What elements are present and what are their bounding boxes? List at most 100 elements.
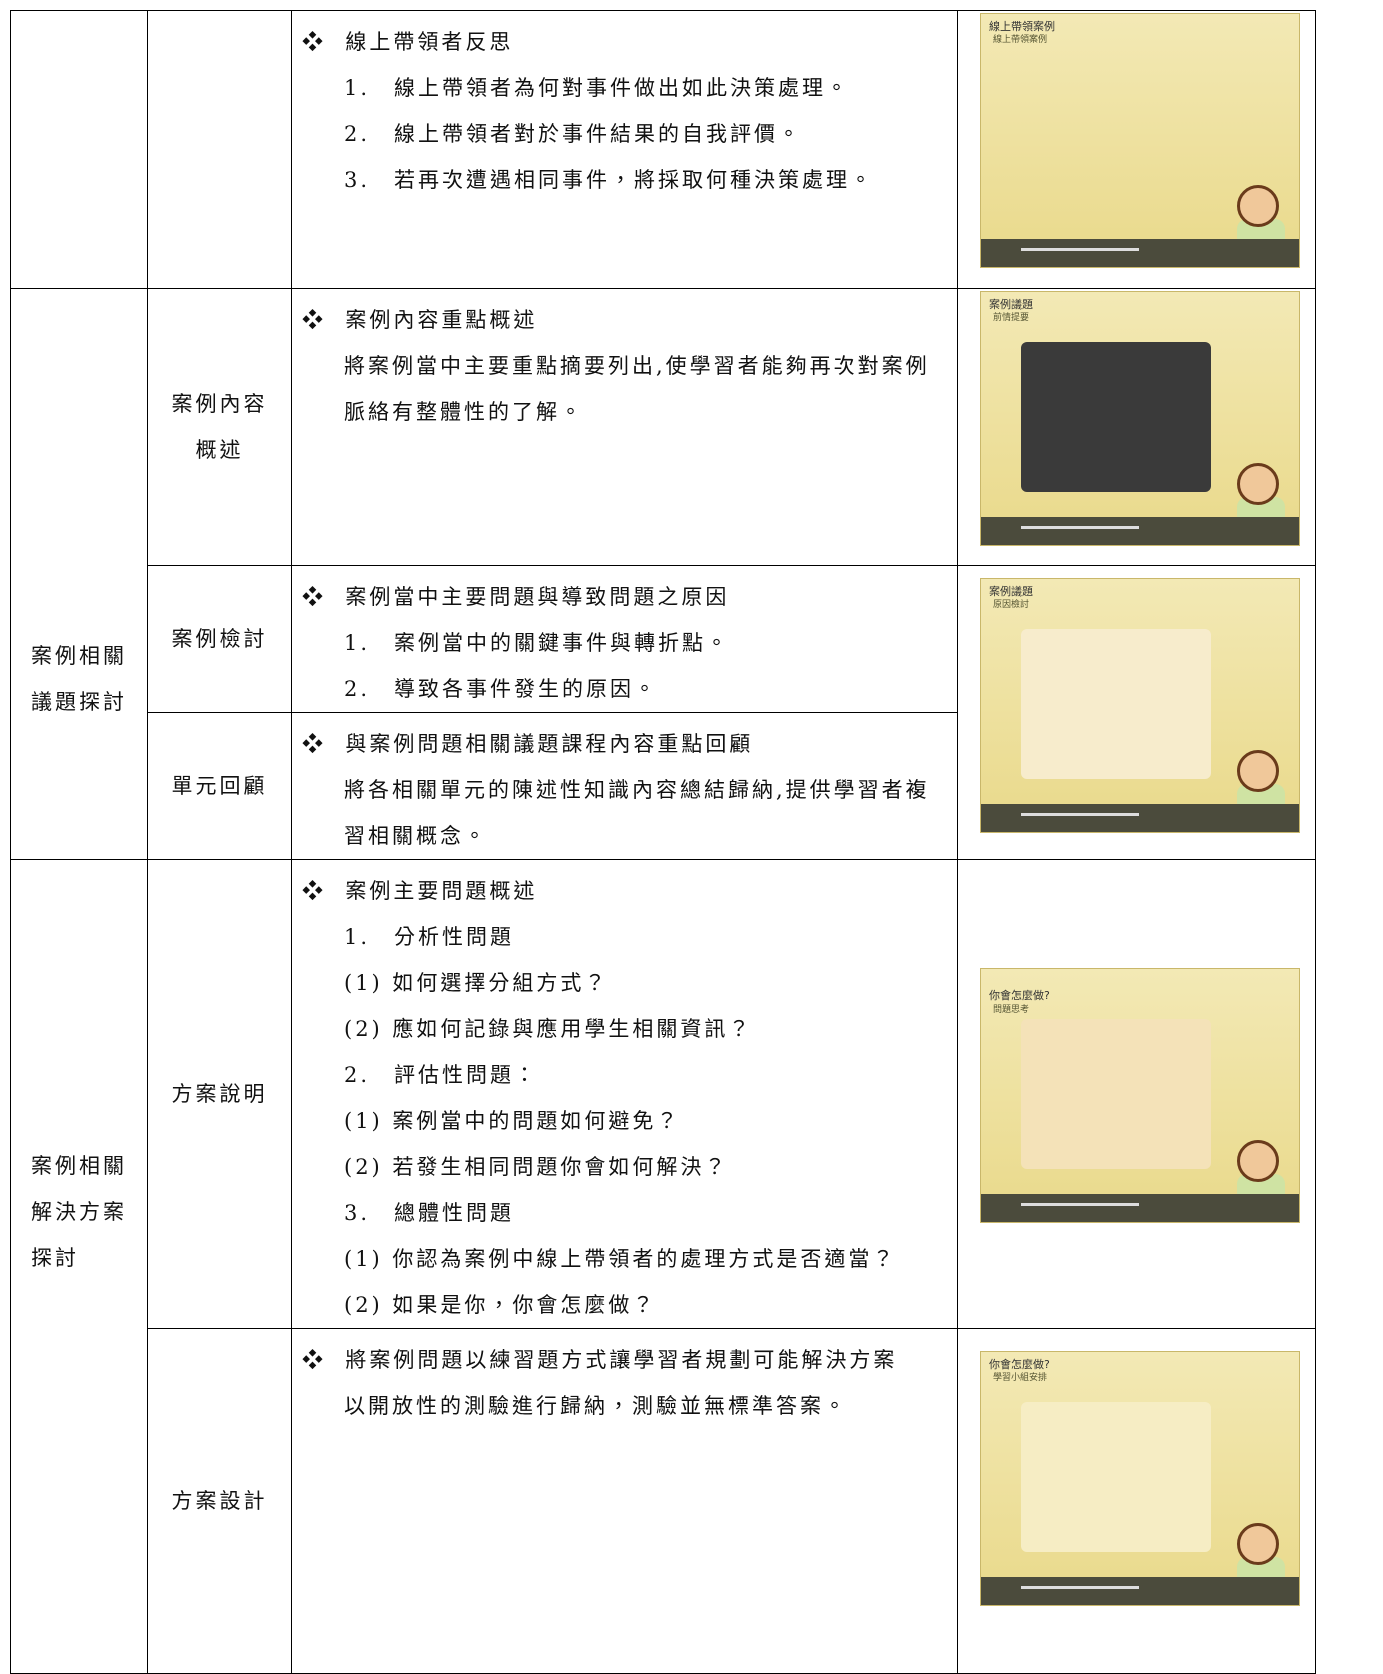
list-item: 2. 導致各事件發生的原因。	[302, 666, 947, 712]
heading: 將案例問題以練習題方式讓學習者規劃可能解決方案	[345, 1348, 898, 1372]
list-item: 2. 評估性問題：	[302, 1052, 947, 1098]
content-cell: ❖ 線上帶領者反思 1. 線上帶領者為何對事件做出如此決策處理。 2. 線上帶領者對於事…	[291, 10, 958, 289]
sub-item: (2) 若發生相同問題你會如何解決？	[344, 1155, 729, 1179]
content: ❖ 案例當中主要問題與導致問題之原因 1. 案例當中的關鍵事件與轉折點。 2. 導致各事…	[292, 566, 957, 712]
thumb-title: 線上帶領案例	[989, 20, 1055, 33]
heading: 案例當中主要問題與導致問題之原因	[345, 585, 730, 609]
content: ❖ 與案例問題相關議題課程內容重點回顧將各相關單元的陳述性知識內容總結歸納,提供…	[292, 713, 957, 859]
thumb-panel	[1021, 1018, 1211, 1169]
item-text: 線上帶領者對於事件結果的自我評價。	[394, 122, 802, 146]
row: 案例檢討 ❖ 案例當中主要問題與導致問題之原因 1. 案例當中的關鍵事件與轉折點。 2…	[11, 565, 1316, 860]
section-cell: 案例內容概述	[147, 288, 292, 566]
thumb-subtitle: 學習小組安排	[993, 1373, 1048, 1383]
section-label: 案例檢討	[171, 627, 268, 651]
thumbnail: 案例議題 原因檢討	[980, 578, 1300, 833]
thumb-progress	[1021, 813, 1139, 816]
group-label: 案例相關解決方案探討	[31, 1153, 127, 1270]
paragraph: 以開放性的測驗進行歸納，測驗並無標準答案。	[344, 1394, 848, 1418]
thumbnail: 線上帶領案例 線上帶領案例	[980, 13, 1300, 268]
list-item: (2) 若發生相同問題你會如何解決？	[302, 1144, 947, 1190]
heading-line: ❖ 案例當中主要問題與導致問題之原因	[302, 574, 947, 620]
sub-item: (2) 應如何記錄與應用學生相關資訊？	[344, 1017, 753, 1041]
thumbnail: 案例議題 前情提要	[980, 291, 1300, 546]
list-item: 3. 總體性問題	[302, 1190, 947, 1236]
thumbnail: 你會怎麼做? 問題思考	[980, 967, 1300, 1223]
item-text: 總體性問題	[394, 1201, 514, 1225]
thumb-title: 你會怎麼做?	[989, 1358, 1050, 1371]
item-number: 2.	[344, 677, 371, 701]
thumb-title: 案例議題	[989, 298, 1033, 311]
thumb-cell: 你會怎麼做? 問題思考	[957, 859, 1316, 1329]
thumb-subtitle: 問題思考	[993, 1004, 1030, 1015]
sub-item: (1) 如何選擇分組方式？	[344, 971, 609, 995]
list-item: (1) 如何選擇分組方式？	[302, 960, 947, 1006]
bullet-icon: ❖	[302, 30, 346, 54]
item-text: 分析性問題	[394, 925, 514, 949]
row: 案例相關議題探討 案例內容概述 ❖ 案例內容重點概述將案例當中主要重點摘要列出,…	[10, 288, 1316, 860]
group-cell: 案例相關解決方案探討	[10, 859, 148, 1674]
bullet-icon: ❖	[302, 1348, 346, 1372]
list-item: 1. 線上帶領者為何對事件做出如此決策處理。	[302, 65, 947, 111]
paragraph: 將各相關單元的陳述性知識內容總結歸納,提供學習者複習相關概念。	[344, 778, 930, 848]
content-cell: ❖ 將案例問題以練習題方式讓學習者規劃可能解決方案 以開放性的測驗進行歸納，測驗並…	[291, 1328, 958, 1674]
list-item: 3. 若再次遭遇相同事件，將採取何種決策處理。	[302, 157, 947, 203]
thumb-control-bar	[981, 239, 1299, 267]
section-cell: 單元回顧	[147, 712, 292, 860]
thumb-subtitle: 原因檢討	[993, 600, 1030, 610]
thumbnail: 你會怎麼做? 學習小組安排	[980, 1351, 1300, 1606]
item-number: 1.	[344, 925, 371, 949]
thumb-progress	[1021, 248, 1139, 251]
content-cell: ❖ 與案例問題相關議題課程內容重點回顧將各相關單元的陳述性知識內容總結歸納,提供…	[291, 712, 958, 860]
thumb-figure	[1237, 463, 1279, 505]
paragraph: 將案例當中主要重點摘要列出,使學習者能夠再次對案例脈絡有整體性的了解。	[344, 354, 930, 424]
thumb-cell: 你會怎麼做? 學習小組安排	[957, 1328, 1316, 1674]
item-number: 3.	[344, 1201, 371, 1225]
item-number: 1.	[344, 631, 371, 655]
section-label: 方案設計	[171, 1489, 268, 1513]
heading: 線上帶領者反思	[345, 30, 514, 54]
list-item: (2) 應如何記錄與應用學生相關資訊？	[302, 1006, 947, 1052]
list-item: 1. 案例當中的關鍵事件與轉折點。	[302, 620, 947, 666]
cell	[10, 10, 148, 289]
item-number: 2.	[344, 1063, 371, 1087]
heading: 案例主要問題概述	[345, 879, 538, 903]
heading-line: ❖ 與案例問題相關議題課程內容重點回顧	[302, 721, 947, 767]
row: 案例相關解決方案探討 方案說明 ❖ 案例主要問題概述 1. 分析性問題 (1) 如何選…	[10, 859, 1316, 1674]
sub-item: (1) 你認為案例中線上帶領者的處理方式是否適當？	[344, 1247, 897, 1271]
item-number: 2.	[344, 122, 371, 146]
thumb-progress	[1021, 1586, 1139, 1589]
content: ❖ 線上帶領者反思 1. 線上帶領者為何對事件做出如此決策處理。 2. 線上帶領者對於事…	[292, 11, 957, 203]
thumb-figure	[1237, 750, 1279, 792]
row: 單元回顧 ❖ 與案例問題相關議題課程內容重點回顧將各相關單元的陳述性知識內容總結…	[11, 712, 1316, 860]
bullet-icon: ❖	[302, 308, 346, 332]
content-cell: ❖ 案例主要問題概述 1. 分析性問題 (1) 如何選擇分組方式？ (2) 應如何記錄與…	[291, 859, 958, 1329]
thumb-control-bar	[981, 804, 1299, 832]
section-cell: 方案設計	[147, 1328, 292, 1674]
list-item: (1) 案例當中的問題如何避免？	[302, 1098, 947, 1144]
thumb-panel	[1021, 629, 1211, 779]
thumb-title: 你會怎麼做?	[989, 988, 1050, 1002]
heading: 與案例問題相關議題課程內容重點回顧	[345, 732, 754, 756]
section-label: 單元回顧	[171, 774, 268, 798]
bullet-icon: ❖	[302, 879, 346, 903]
thumb-cell: 線上帶領案例 線上帶領案例	[957, 10, 1316, 289]
thumb-figure	[1237, 1523, 1279, 1565]
section-label: 案例內容概述	[171, 392, 268, 462]
list-item: (1) 你認為案例中線上帶領者的處理方式是否適當？	[302, 1236, 947, 1282]
bullet-icon: ❖	[302, 732, 346, 756]
thumb-progress	[1021, 1202, 1139, 1206]
sub-item: (1) 案例當中的問題如何避免？	[344, 1109, 681, 1133]
cell	[147, 10, 292, 289]
group-cell: 案例相關議題探討	[10, 288, 148, 860]
content: ❖ 將案例問題以練習題方式讓學習者規劃可能解決方案 以開放性的測驗進行歸納，測驗並…	[292, 1329, 957, 1429]
heading: 案例內容重點概述	[345, 308, 538, 332]
section-cell: 方案說明	[147, 859, 292, 1329]
item-text: 導致各事件發生的原因。	[394, 677, 658, 701]
thumb-control-bar	[981, 1577, 1299, 1605]
row: 方案設計 ❖ 將案例問題以練習題方式讓學習者規劃可能解決方案 以開放性的測驗進行歸…	[11, 1328, 1316, 1674]
bullet-icon: ❖	[302, 585, 346, 609]
item-text: 線上帶領者為何對事件做出如此決策處理。	[394, 76, 850, 100]
content-cell: ❖ 案例當中主要問題與導致問題之原因 1. 案例當中的關鍵事件與轉折點。 2. 導致各事…	[291, 565, 958, 713]
thumb-panel	[1021, 342, 1211, 492]
